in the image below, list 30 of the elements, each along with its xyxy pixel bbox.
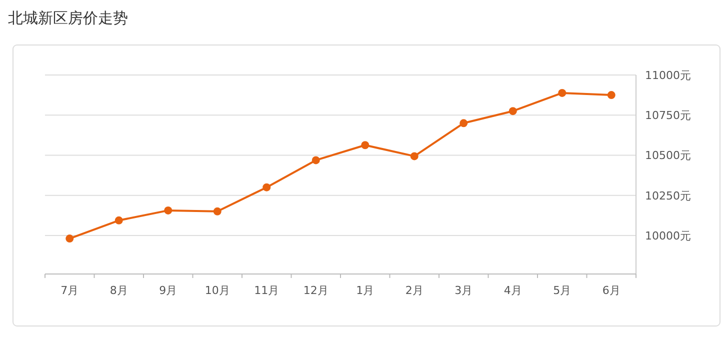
- x-tick-label: 12月: [303, 284, 328, 297]
- point: [460, 119, 468, 128]
- point: [410, 152, 418, 160]
- x-tick-label: 3月: [454, 284, 473, 297]
- x-tick-label: 10月: [204, 284, 230, 297]
- point: [607, 91, 616, 100]
- point: [164, 206, 172, 214]
- point: [312, 156, 320, 164]
- x-tick-label: 6月: [602, 284, 620, 297]
- chart-title: 北城新区房价走势: [8, 9, 128, 27]
- y-tick-label: 10750元: [645, 109, 691, 122]
- x-tick-label: 4月: [504, 284, 522, 297]
- point: [213, 207, 222, 216]
- x-tick-label: 1月: [356, 284, 374, 297]
- x-tick-label: 8月: [110, 284, 128, 297]
- point: [262, 183, 271, 192]
- x-tick-label: 2月: [405, 284, 424, 297]
- point: [508, 107, 517, 116]
- y-tick-label: 11000元: [645, 69, 691, 82]
- point: [66, 234, 74, 243]
- point: [114, 216, 123, 224]
- x-tick-label: 7月: [60, 284, 79, 297]
- x-tick-label: 11月: [254, 284, 280, 297]
- x-tick-label: 9月: [159, 284, 178, 297]
- y-tick-label: 10500元: [645, 149, 691, 162]
- point: [361, 141, 370, 150]
- x-tick-label: 5月: [553, 284, 572, 297]
- point: [558, 88, 566, 97]
- y-tick-label: 10250元: [645, 189, 691, 202]
- y-tick-label: 10000元: [645, 229, 691, 242]
